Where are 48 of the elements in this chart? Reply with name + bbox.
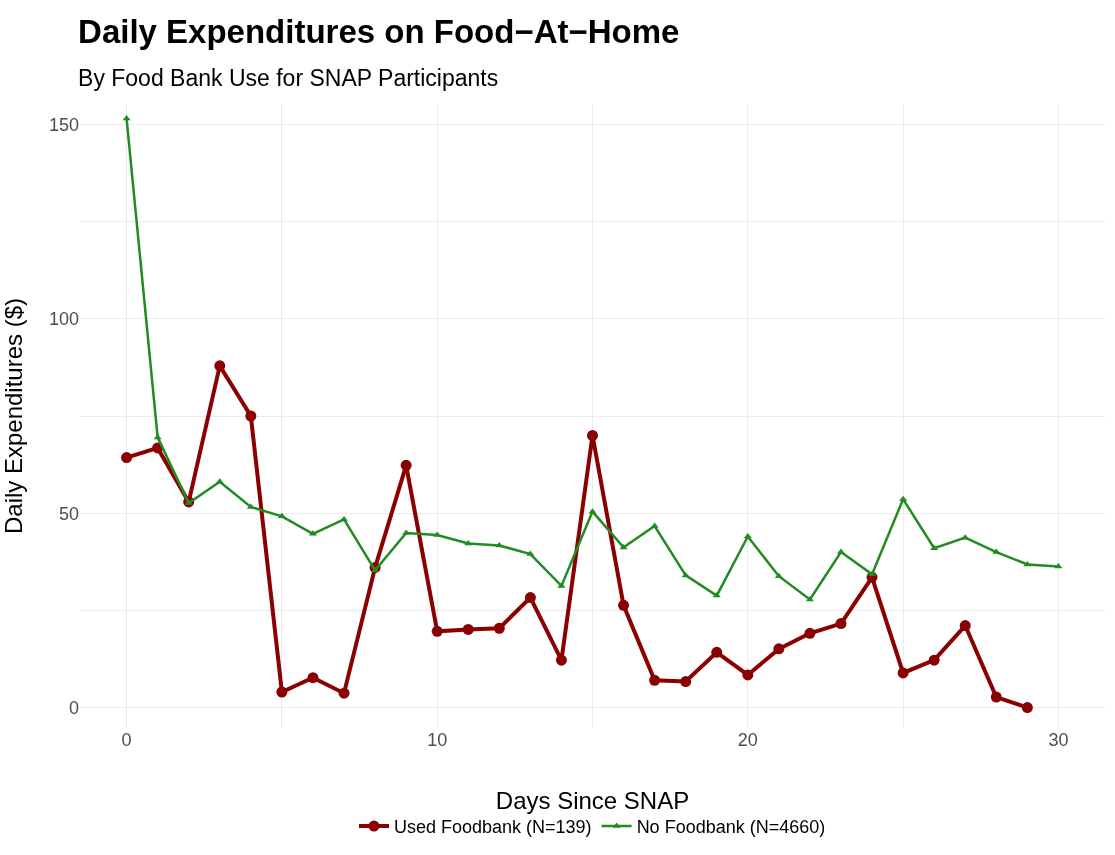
point: [805, 595, 814, 602]
point: [121, 452, 133, 464]
point: [711, 646, 723, 658]
point: [619, 543, 628, 550]
point: [462, 623, 474, 635]
x-tick-label: 0: [121, 730, 132, 750]
x-tick-label: 20: [737, 730, 758, 750]
point: [649, 674, 661, 686]
y-axis-title: Daily Expenditures ($): [0, 297, 27, 535]
point: [928, 654, 940, 666]
point: [618, 599, 630, 611]
point: [1054, 562, 1063, 569]
y-tick-label: 100: [48, 309, 79, 330]
point: [400, 459, 412, 471]
legend-label: No Foodbank (N=4660): [636, 817, 826, 838]
point: [773, 643, 785, 655]
point: [493, 622, 505, 634]
point: [681, 571, 690, 578]
point: [431, 625, 443, 637]
x-axis-title: Days Since SNAP: [495, 787, 690, 814]
x-tick-label: 10: [427, 730, 448, 750]
point: [245, 410, 257, 422]
point: [555, 654, 567, 666]
point: [495, 541, 504, 548]
y-tick-label: 50: [58, 503, 79, 524]
point: [277, 512, 286, 519]
point: [587, 429, 598, 441]
point: [371, 566, 380, 573]
chart-subtitle: By Food Bank Use for SNAP Participants: [78, 64, 499, 91]
legend-label: Used Foodbank (N=139): [394, 817, 592, 838]
point: [959, 620, 971, 632]
y-tick-label: 150: [48, 114, 79, 135]
point: [1021, 702, 1033, 714]
point: [214, 360, 226, 372]
point: [804, 627, 816, 639]
chart-title: Daily Expenditures on Food−At−Home: [78, 12, 680, 50]
x-tick-label: 30: [1048, 730, 1069, 750]
point: [524, 592, 536, 604]
point: [307, 672, 319, 684]
point: [153, 433, 162, 440]
point: [680, 676, 692, 688]
point: [990, 691, 1002, 703]
point: [338, 687, 350, 699]
y-tick-label: 0: [68, 697, 79, 718]
point: [276, 686, 288, 698]
point: [742, 669, 754, 681]
point: [835, 618, 847, 630]
point: [897, 667, 909, 679]
